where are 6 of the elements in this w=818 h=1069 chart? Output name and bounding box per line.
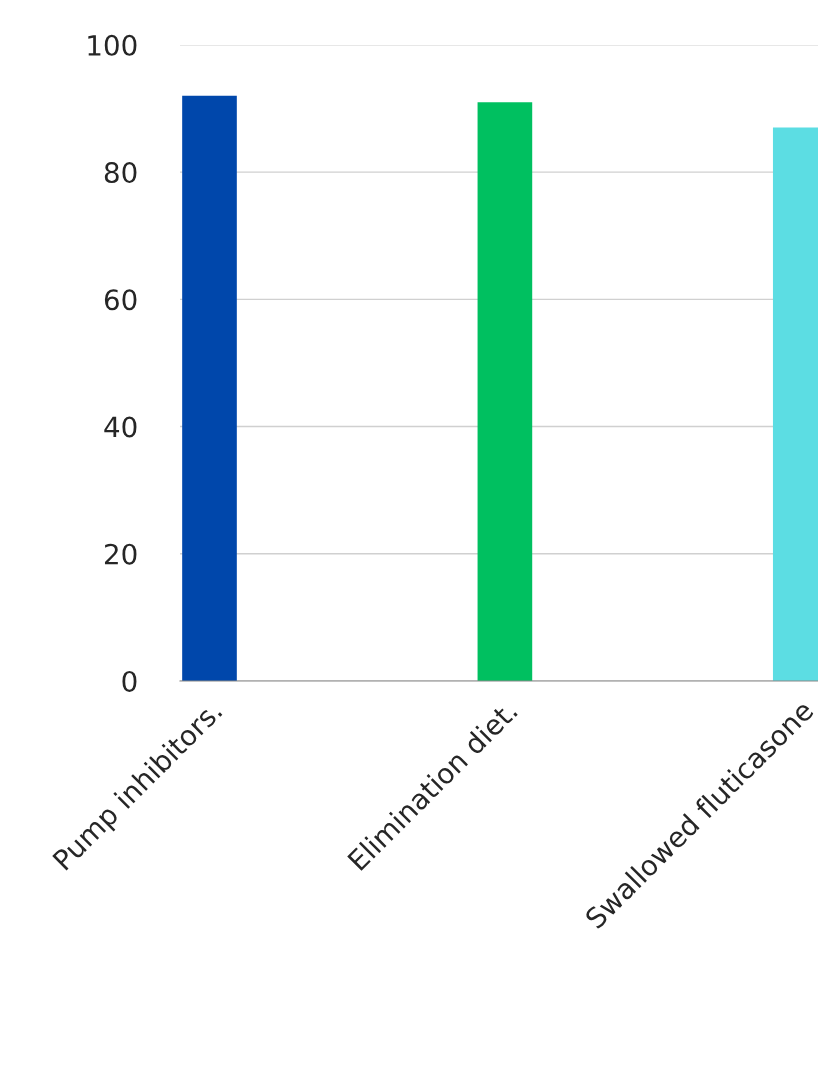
y-tick-label: 20 bbox=[104, 543, 137, 565]
y-tick-label: 60 bbox=[104, 289, 137, 311]
y-tick-label: 40 bbox=[104, 416, 137, 438]
y-tick-label: 0 bbox=[122, 670, 137, 692]
y-tick-label: 80 bbox=[104, 162, 137, 184]
y-tick-label: 100 bbox=[88, 34, 137, 56]
